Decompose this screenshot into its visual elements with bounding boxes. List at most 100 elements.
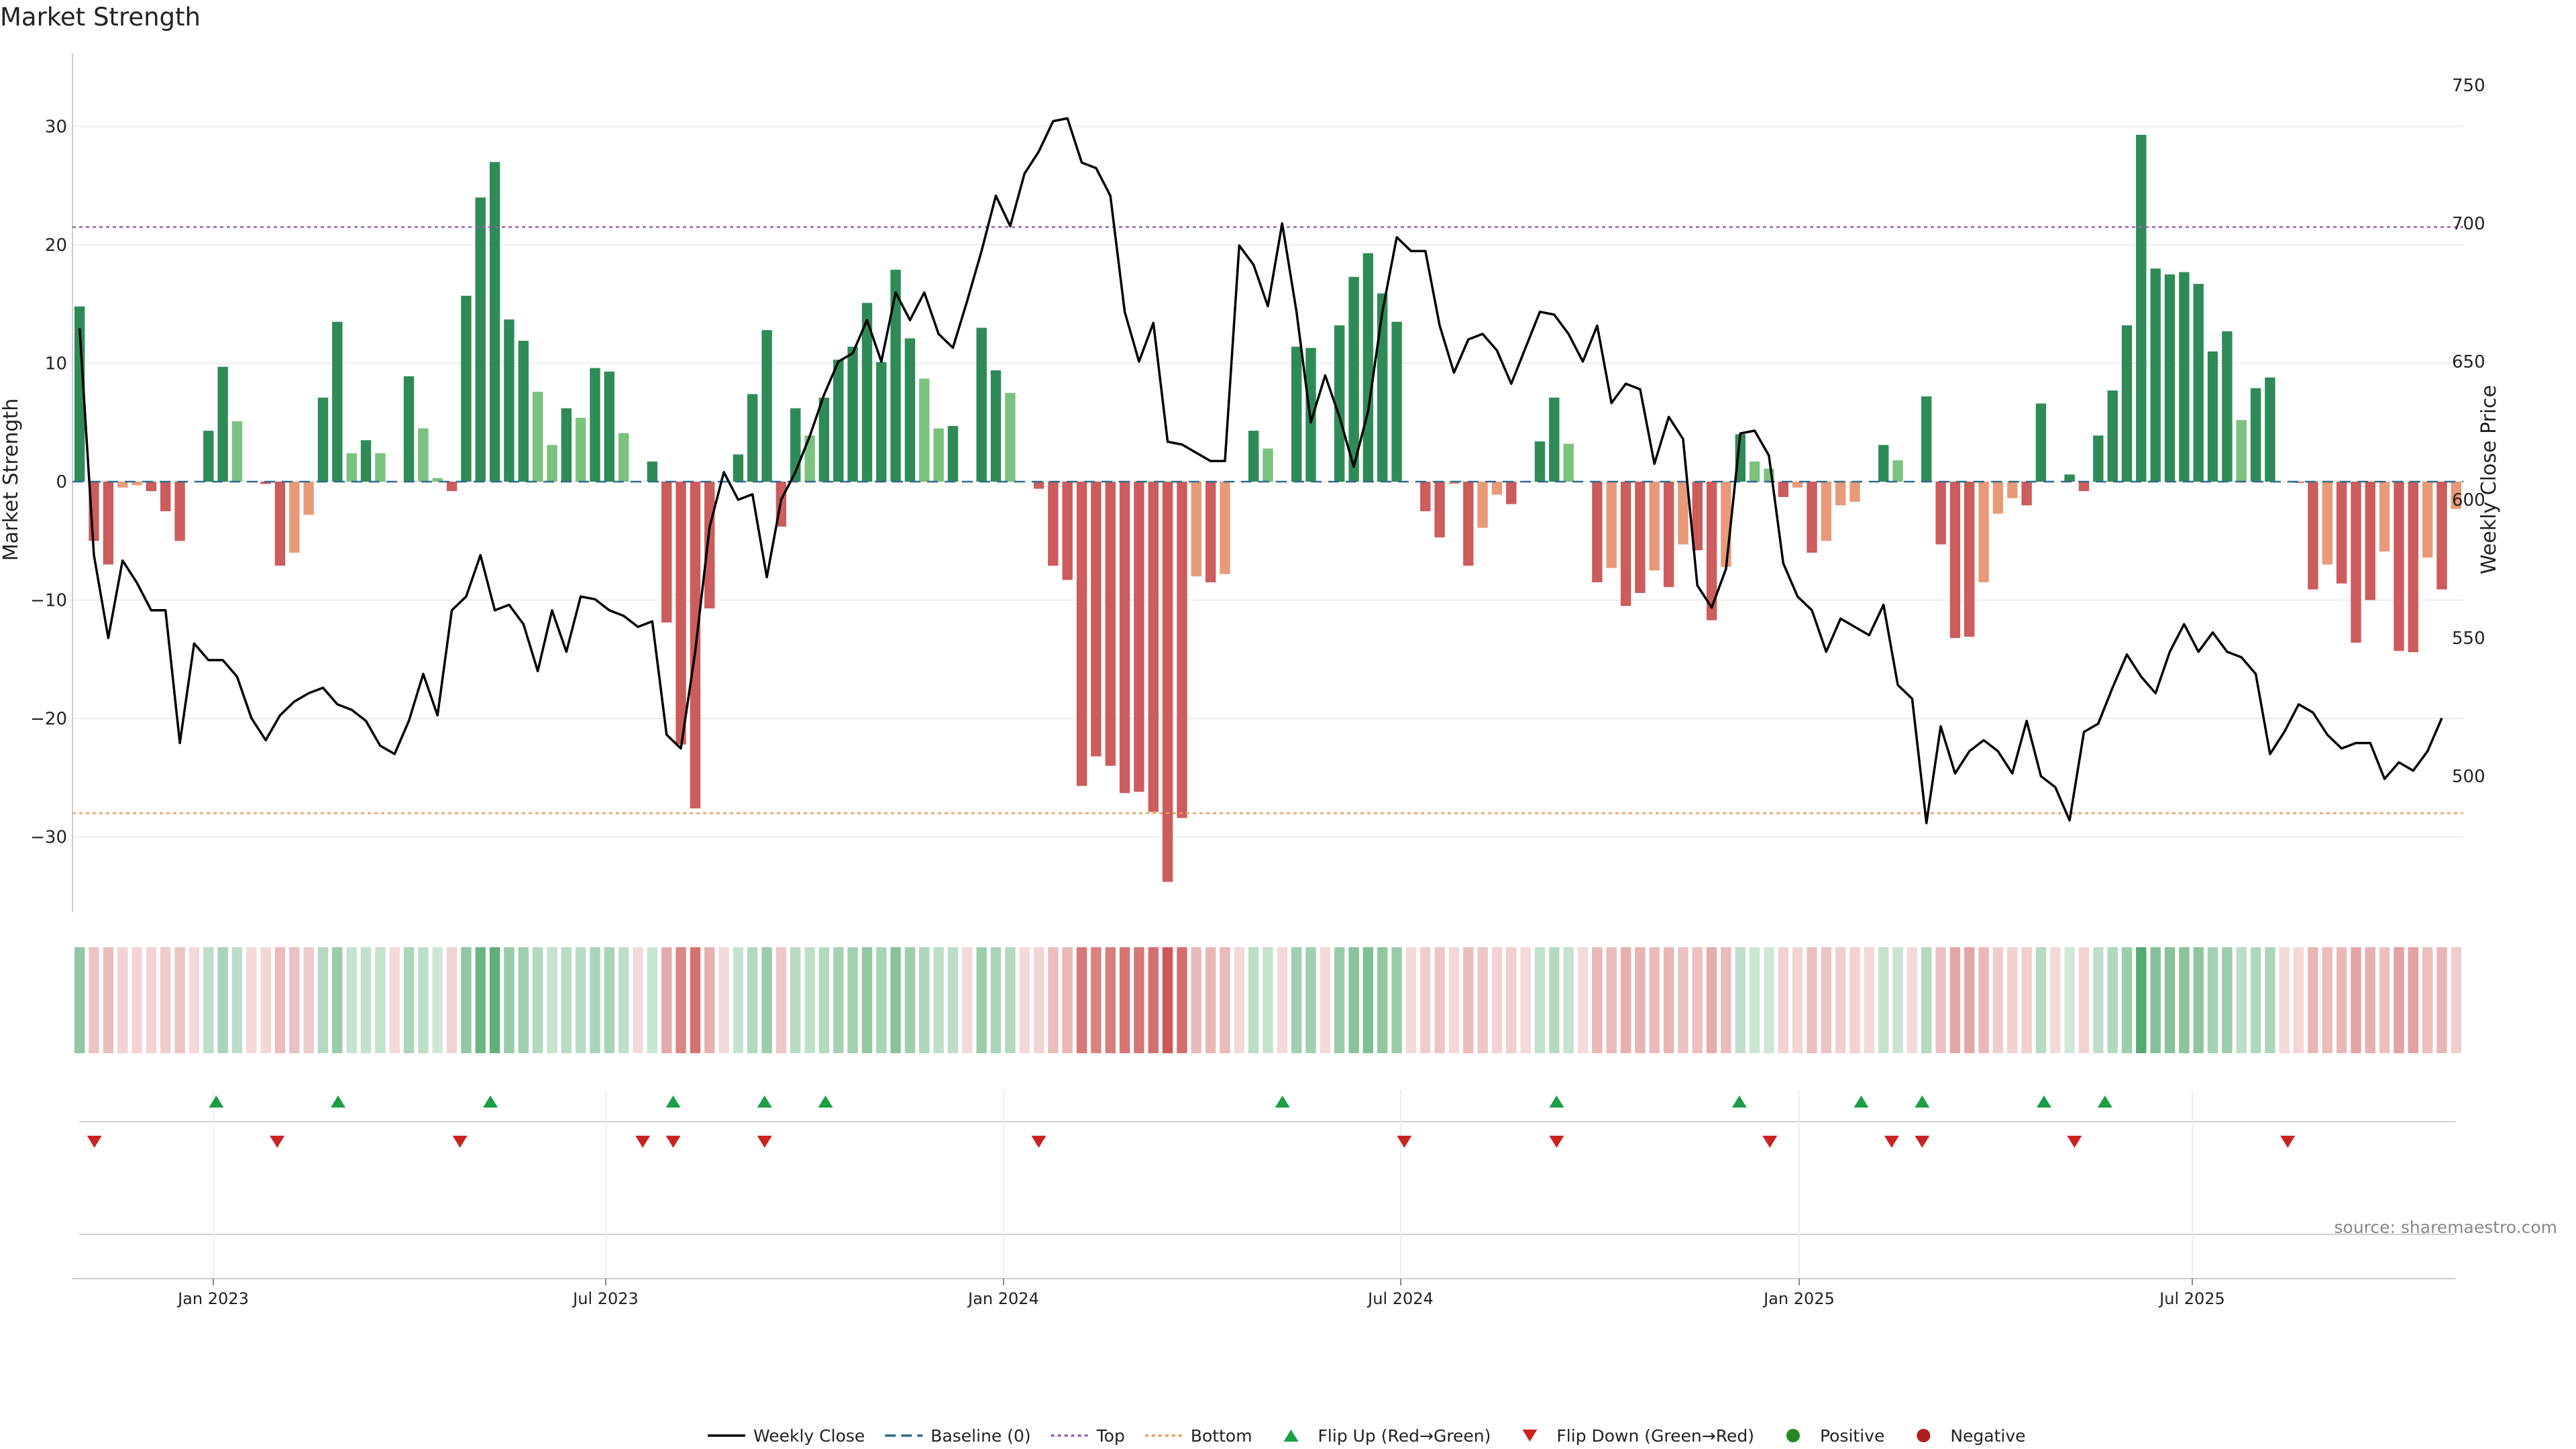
strength-bar bbox=[804, 435, 815, 482]
right-tick-label: 500 bbox=[2452, 767, 2485, 787]
strength-bar bbox=[1692, 482, 1703, 551]
legend-item-weekly_close: Weekly Close bbox=[708, 1426, 865, 1446]
flip-markers-panel bbox=[79, 1090, 2455, 1278]
heatmap-cell bbox=[2021, 947, 2032, 1053]
right-tick-label: 750 bbox=[2452, 76, 2485, 96]
strength-bar bbox=[1835, 482, 1846, 506]
heatmap-cell bbox=[904, 947, 916, 1053]
strength-bar bbox=[1048, 482, 1059, 566]
heatmap-cell bbox=[2121, 947, 2133, 1053]
heatmap-cell bbox=[733, 947, 744, 1053]
strength-bar bbox=[2093, 435, 2104, 482]
heatmap-cell bbox=[1062, 947, 1073, 1053]
heatmap-cell bbox=[1277, 947, 1288, 1053]
strength-bar bbox=[1935, 482, 1946, 545]
heatmap-cell bbox=[1248, 947, 1259, 1053]
strength-bar bbox=[2035, 403, 2047, 482]
strength-bar bbox=[1477, 482, 1488, 528]
heatmap-cell bbox=[2136, 947, 2147, 1053]
right-tick-label: 650 bbox=[2452, 352, 2485, 372]
flip-down-marker bbox=[757, 1136, 772, 1148]
heatmap-cell bbox=[160, 947, 171, 1053]
heatmap-cell bbox=[2107, 947, 2118, 1053]
flip-up-marker bbox=[757, 1095, 772, 1108]
heatmap-cell bbox=[1420, 947, 1431, 1053]
weekly-close-path bbox=[78, 117, 2443, 824]
strength-bar bbox=[289, 482, 300, 553]
left-tick-label: 30 bbox=[45, 117, 67, 138]
strength-bar bbox=[2236, 420, 2247, 482]
heatmap-cell bbox=[1864, 947, 1875, 1053]
strength-bar bbox=[475, 197, 486, 482]
right-axis-title: Weekly Close Price bbox=[2477, 385, 2501, 574]
strength-bar bbox=[1792, 482, 1803, 488]
heatmap-cell bbox=[1076, 947, 1087, 1053]
strength-bar bbox=[1649, 482, 1660, 571]
strength-bar bbox=[990, 370, 1002, 482]
left-tick-label: 0 bbox=[56, 472, 67, 492]
heatmap-cell bbox=[2308, 947, 2318, 1053]
flip-up-marker bbox=[1854, 1095, 1869, 1108]
strength-bar bbox=[1134, 482, 1144, 792]
heatmap-cell bbox=[1148, 947, 1159, 1053]
heatmap-cell bbox=[389, 947, 400, 1053]
heatmap-cell bbox=[1921, 947, 1932, 1053]
heatmap-cell bbox=[1477, 947, 1488, 1053]
heatmap-cell bbox=[1663, 947, 1674, 1053]
heatmap-cell bbox=[1778, 947, 1788, 1053]
flip-down-marker bbox=[635, 1136, 651, 1148]
strength-bar bbox=[1377, 293, 1388, 482]
flip-down-marker bbox=[2280, 1136, 2296, 1148]
strength-bar bbox=[1735, 434, 1746, 482]
strength-bar bbox=[1592, 482, 1603, 582]
heatmap-cell bbox=[1191, 947, 1201, 1053]
strength-bar bbox=[2265, 377, 2275, 482]
left-tick-label: −30 bbox=[30, 828, 67, 848]
flip-up-marker bbox=[1275, 1095, 1290, 1108]
strength-bar bbox=[1778, 482, 1788, 497]
strength-bar bbox=[876, 362, 887, 482]
heatmap-cell bbox=[1320, 947, 1331, 1053]
strength-bar bbox=[1005, 392, 1016, 482]
flip-down-marker bbox=[1549, 1136, 1564, 1148]
heatmap-cell bbox=[1878, 947, 1889, 1053]
flip-down-marker bbox=[1762, 1136, 1778, 1148]
heatmap-cell bbox=[1391, 947, 1402, 1053]
heatmap-cell bbox=[1764, 947, 1774, 1053]
heatmap-cell bbox=[1048, 947, 1059, 1053]
source-note: source: sharemaestro.com bbox=[2334, 1218, 2558, 1237]
strength-bar bbox=[1706, 482, 1717, 621]
strength-bar bbox=[332, 321, 343, 482]
heatmap-cell bbox=[1348, 947, 1359, 1053]
date-tick-label: Jan 2023 bbox=[176, 1289, 249, 1308]
flip-down-marker bbox=[1031, 1136, 1046, 1148]
strength-bar bbox=[260, 482, 271, 484]
left-tick-label: −10 bbox=[30, 591, 67, 611]
heatmap-cell bbox=[790, 947, 801, 1053]
legend-label: Flip Up (Red→Green) bbox=[1318, 1426, 1491, 1446]
strength-bar bbox=[561, 408, 572, 482]
heatmap-cell bbox=[1405, 947, 1417, 1053]
strength-bar bbox=[146, 482, 157, 492]
date-tick-label: Jan 2024 bbox=[967, 1289, 1039, 1308]
heatmap-cell bbox=[217, 947, 228, 1053]
left-y-axis: 30 20 10 0 −10 −20 −30 bbox=[30, 117, 67, 848]
legend-swatch-flip-up bbox=[1283, 1430, 1299, 1442]
heatmap-cell bbox=[1291, 947, 1302, 1053]
strength-bar bbox=[2179, 272, 2190, 482]
strength-bar bbox=[1091, 482, 1102, 757]
heatmap-cell bbox=[2293, 947, 2304, 1053]
heatmap-cell bbox=[1263, 947, 1273, 1053]
heatmap-cell bbox=[2451, 947, 2461, 1053]
heatmap-cell bbox=[1520, 947, 1531, 1053]
strength-bar bbox=[1391, 321, 1402, 482]
right-tick-label: 700 bbox=[2452, 214, 2485, 234]
strength-bar bbox=[861, 303, 873, 482]
strength-bar bbox=[2164, 274, 2176, 482]
heatmap-cell bbox=[2436, 947, 2447, 1053]
heatmap-cell bbox=[1220, 947, 1230, 1053]
heatmap-cell bbox=[1534, 947, 1546, 1053]
heatmap-cell bbox=[2007, 947, 2018, 1053]
right-tick-label: 600 bbox=[2452, 490, 2485, 511]
strength-bar bbox=[1263, 448, 1273, 482]
